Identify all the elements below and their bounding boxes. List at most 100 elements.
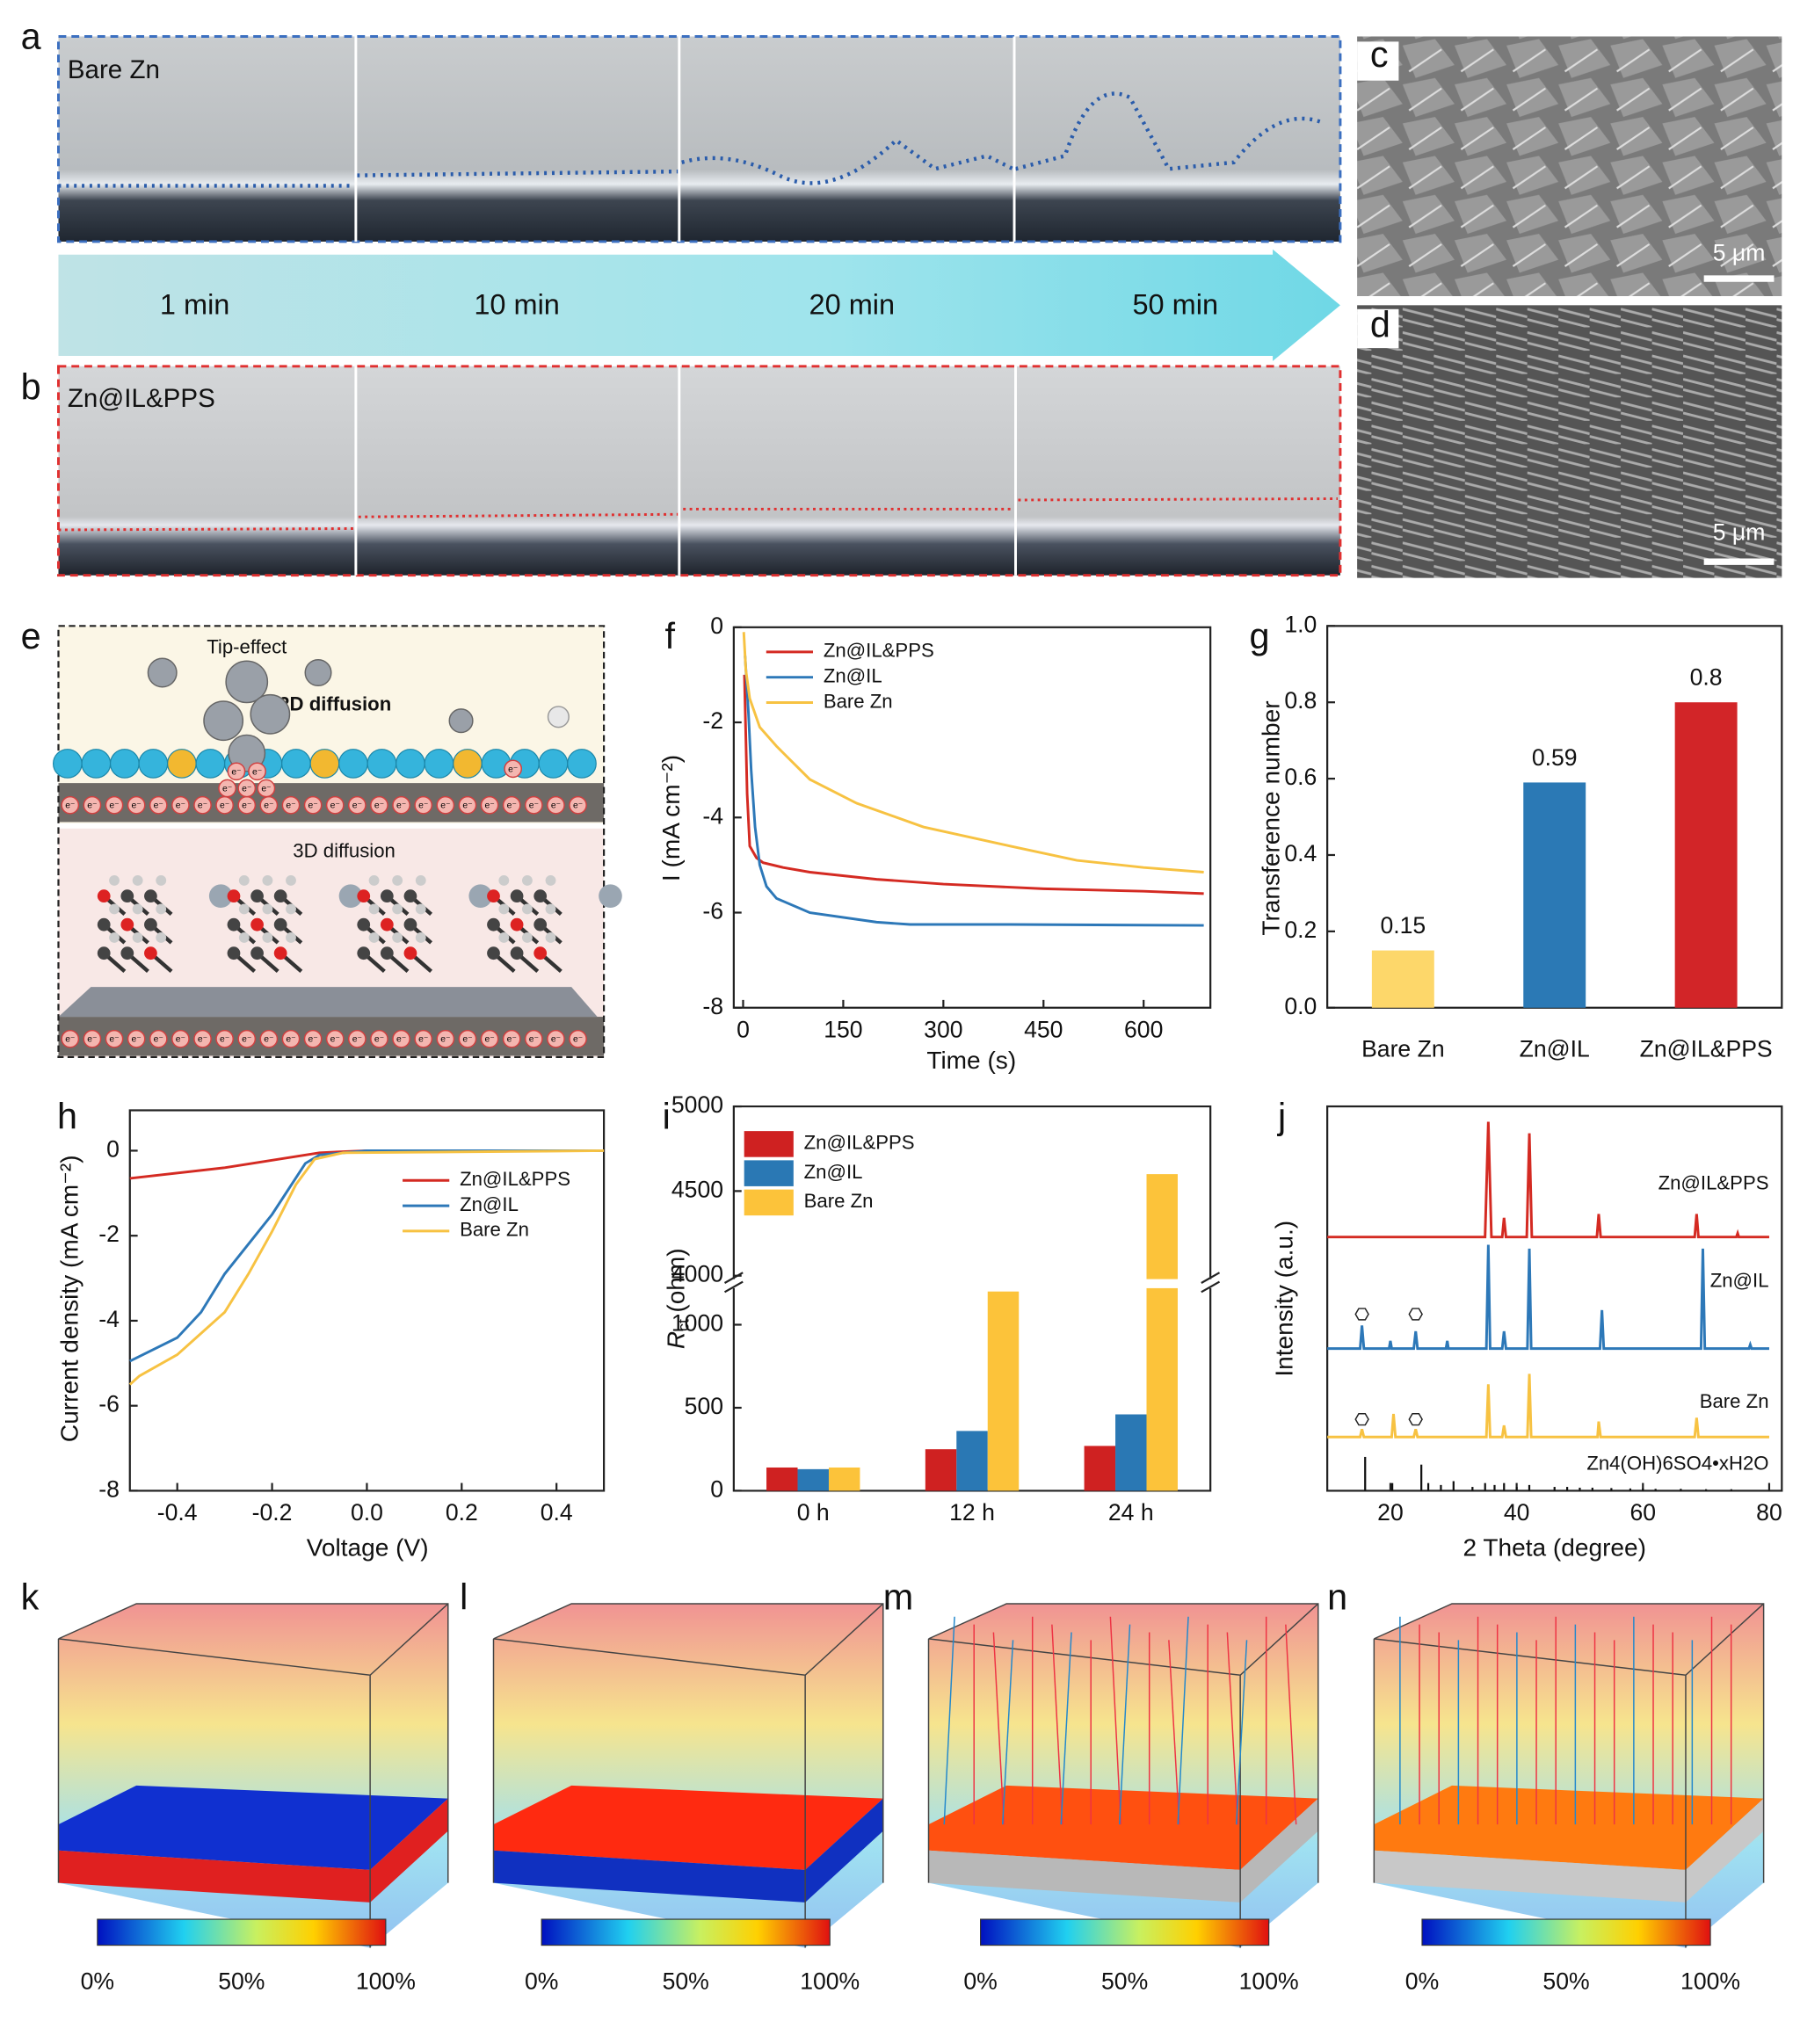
photo-panels: 5 μm 5 μm Bare Zn Zn@IL&PPS 1 min 10 min… bbox=[57, 34, 1782, 578]
scale-label: 5 μm bbox=[1713, 518, 1766, 545]
diagram-text: 2D diffusion bbox=[279, 692, 391, 714]
bar-upper bbox=[1146, 1174, 1178, 1279]
atom bbox=[156, 875, 167, 886]
cube-edges bbox=[1373, 1603, 1765, 1948]
atom bbox=[498, 932, 510, 943]
atom bbox=[227, 917, 241, 931]
ion bbox=[338, 749, 368, 779]
electron-label: e⁻ bbox=[261, 784, 271, 794]
electron-label: e⁻ bbox=[507, 1035, 517, 1045]
electron-dot bbox=[281, 1029, 301, 1048]
bar bbox=[1674, 702, 1738, 1008]
panel-label: d bbox=[1370, 304, 1390, 344]
flux-line bbox=[992, 1632, 1005, 1825]
electron-label: e⁻ bbox=[308, 1035, 318, 1045]
electron-label: e⁻ bbox=[573, 1035, 583, 1045]
electron-label: e⁻ bbox=[551, 1035, 561, 1045]
electron-label: e⁻ bbox=[252, 767, 262, 777]
electron-label: e⁻ bbox=[65, 1035, 75, 1045]
electron-label: e⁻ bbox=[176, 1035, 185, 1045]
atom bbox=[250, 889, 264, 903]
atom bbox=[415, 875, 426, 886]
atom bbox=[498, 903, 510, 915]
y-tick-label: -8 bbox=[702, 993, 723, 1019]
atom bbox=[357, 889, 371, 903]
scale-bar bbox=[1703, 275, 1775, 282]
bar bbox=[1523, 782, 1586, 1008]
phase-marker bbox=[1408, 1308, 1423, 1321]
atom bbox=[262, 932, 273, 943]
atom bbox=[392, 903, 403, 915]
legend-swatch bbox=[744, 1160, 794, 1186]
grid-plate bbox=[58, 987, 598, 1018]
atom bbox=[132, 932, 143, 943]
x-tick-label: 450 bbox=[1024, 1016, 1063, 1042]
cube-base bbox=[928, 1798, 1318, 1903]
panel-label: i bbox=[663, 1097, 671, 1137]
atom bbox=[227, 946, 241, 960]
electron-dot bbox=[436, 795, 455, 815]
electron-dot bbox=[414, 1029, 433, 1048]
series-line bbox=[744, 656, 1204, 927]
flux-line bbox=[1118, 1624, 1131, 1825]
atom bbox=[132, 875, 143, 886]
x-tick-label: Zn@IL bbox=[1520, 1036, 1590, 1062]
value-label: 0.59 bbox=[1532, 744, 1578, 771]
y-tick-label: -6 bbox=[98, 1391, 120, 1417]
atom bbox=[392, 932, 403, 943]
electron-label: e⁻ bbox=[462, 801, 472, 811]
x-tick-label: 600 bbox=[1124, 1016, 1163, 1042]
phase-marker bbox=[1354, 1413, 1369, 1426]
atom bbox=[120, 917, 134, 931]
y-axis-label-unit: (ohm) bbox=[663, 1248, 690, 1312]
ion bbox=[453, 749, 483, 779]
electron-label: e⁻ bbox=[132, 1035, 142, 1045]
electron-dot bbox=[105, 795, 124, 815]
atom bbox=[144, 917, 157, 931]
atom bbox=[368, 875, 380, 886]
cube-edges bbox=[492, 1603, 884, 1948]
chart-xrd: 20 40 60 80 2 Theta (degree) Intensity (a.u.)… bbox=[1270, 1105, 1783, 1561]
frame-b bbox=[57, 365, 1342, 577]
x-tick-label: 0.0 bbox=[351, 1499, 383, 1526]
flux-line bbox=[943, 1616, 955, 1825]
colorbar bbox=[1421, 1918, 1711, 1946]
label-bg bbox=[1357, 308, 1399, 349]
legend-label: Zn@IL&PPS bbox=[824, 640, 934, 662]
panel-label: n bbox=[1327, 1576, 1347, 1617]
axis-frame bbox=[732, 626, 1212, 1009]
diagram-e: Tip-effect 2D diffusion 3D diffusion e⁻ e… bbox=[52, 625, 622, 1059]
y-axis-label: Rct (ohm) bbox=[663, 1248, 693, 1349]
cube-edges bbox=[57, 1603, 449, 1948]
series-label: Zn4(OH)6SO4•xH2O bbox=[1586, 1453, 1768, 1475]
electron-dot bbox=[281, 795, 301, 815]
x-axis-label: 2 Theta (degree) bbox=[1462, 1533, 1646, 1561]
y-tick-label: 0.0 bbox=[1284, 993, 1317, 1019]
flux-line bbox=[1168, 1640, 1180, 1825]
frame-a bbox=[57, 34, 1342, 243]
panel-label: g bbox=[1249, 616, 1269, 656]
electron-label: e⁻ bbox=[508, 765, 518, 774]
legend-label: Zn@IL bbox=[460, 1193, 519, 1215]
deposit-surface bbox=[928, 1785, 1318, 1870]
ion bbox=[538, 749, 569, 779]
electron-dot bbox=[348, 1029, 367, 1048]
electron-dot bbox=[480, 1029, 499, 1048]
y-tick-label: 1.0 bbox=[1284, 611, 1317, 637]
series-line bbox=[128, 1149, 605, 1386]
electron-dot bbox=[524, 1029, 543, 1048]
atom bbox=[357, 946, 371, 960]
electron-dot bbox=[524, 795, 543, 815]
y-tick-label: 0.4 bbox=[1284, 840, 1317, 866]
y-tick-label: 4500 bbox=[671, 1176, 723, 1202]
ion bbox=[309, 749, 340, 779]
y-tick-label: 0 bbox=[106, 1135, 120, 1162]
atom bbox=[156, 932, 167, 943]
ion bbox=[547, 706, 570, 728]
atom bbox=[357, 917, 371, 931]
atom bbox=[262, 875, 273, 886]
y-tick-label: 500 bbox=[685, 1393, 723, 1419]
electron-label: e⁻ bbox=[231, 767, 241, 777]
atom bbox=[262, 903, 273, 915]
panel-label: k bbox=[21, 1576, 40, 1617]
